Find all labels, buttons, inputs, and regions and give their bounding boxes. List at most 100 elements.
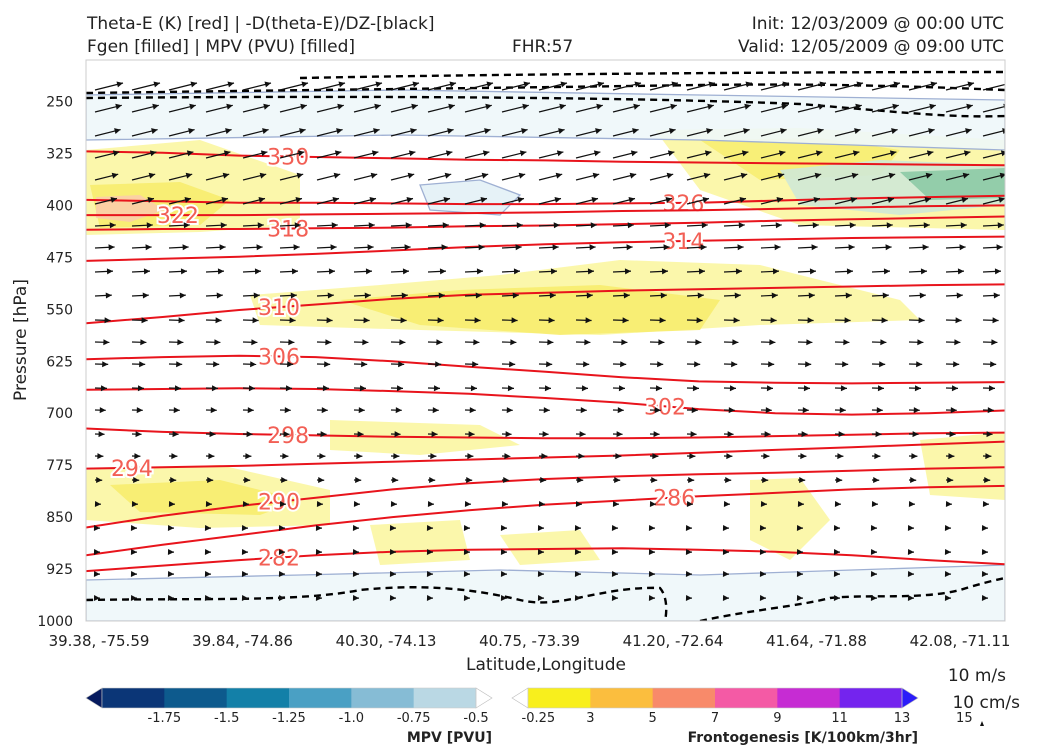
wind-vector-head — [738, 222, 745, 229]
y-tick-label: 925 — [46, 562, 73, 578]
wind-vector-head — [463, 525, 470, 531]
wind-vector-head — [98, 431, 105, 438]
wind-vector-head — [543, 407, 550, 414]
wind-vector-head — [363, 317, 370, 324]
wind-vector-head — [732, 339, 739, 346]
wind-vector-head — [133, 477, 140, 483]
wind-vector-head — [466, 477, 473, 483]
theta-e-label-330: 330 — [267, 145, 309, 170]
wind-vector-head — [213, 361, 220, 368]
wind-vector-head — [332, 197, 339, 203]
wind-vector-head — [999, 172, 1005, 179]
wind-vector-head — [137, 385, 144, 392]
wind-vector-head — [426, 571, 433, 577]
wind-vector-head — [666, 172, 674, 179]
wind-vector-head — [591, 197, 598, 203]
forecast-hour: FHR:57 — [512, 37, 574, 57]
theta-e-line-298 — [86, 427, 1005, 440]
wind-vector-head — [316, 501, 323, 507]
wind-vector-head — [796, 595, 803, 601]
wind-vector-head — [759, 525, 766, 531]
wind-vector-head — [513, 268, 520, 275]
wind-vector-head — [359, 385, 366, 392]
wind-vector-head — [338, 81, 345, 88]
wind-vector-head — [110, 197, 117, 203]
wind-vector-head — [219, 244, 226, 251]
wind-vector-head — [93, 571, 100, 577]
theta-e-line-314 — [86, 235, 1005, 262]
wind-vector-head — [739, 197, 746, 203]
wind-vector-head — [262, 128, 269, 134]
wind-vector-head — [891, 128, 898, 134]
wind-vector-head — [321, 407, 328, 414]
wind-vector-head — [648, 549, 655, 555]
wind-vector-head — [550, 268, 557, 275]
wind-vector-head — [389, 525, 396, 531]
theta-e-line-330 — [86, 150, 1005, 167]
wind-vector-head — [574, 525, 581, 531]
wind-vector-head — [944, 571, 951, 577]
wind-vector-head — [871, 501, 878, 507]
wind-vector-head — [289, 317, 296, 324]
wind-vector-head — [843, 339, 850, 346]
wind-vector-head — [737, 244, 744, 251]
wind-vector-head — [950, 407, 957, 414]
wind-vector-head — [506, 407, 513, 414]
y-tick-label: 775 — [46, 458, 73, 474]
wind-vector-head — [186, 150, 194, 157]
wind-vector-head — [957, 268, 964, 275]
wind-vector-head — [722, 549, 729, 555]
wind-vector-head — [537, 571, 544, 577]
wind-vector-head — [337, 103, 344, 110]
wind-vector-head — [842, 361, 849, 368]
wind-vector-head — [993, 292, 1000, 299]
wind-vector-head — [544, 385, 551, 392]
wind-vector-head — [541, 453, 548, 460]
wind-vector-head — [254, 268, 261, 275]
wind-vector-head — [398, 361, 405, 368]
contour-fill-18 — [419, 179, 522, 216]
wind-vector-head — [447, 128, 454, 134]
wind-vector-head — [149, 150, 157, 157]
wind-vector-head — [356, 453, 363, 460]
theta-e-lines: 330 326 322 318 314 310 306 302 298 294 290 286 282 — [86, 143, 1005, 574]
wind-vector-head — [395, 407, 402, 414]
wind-vector-head — [143, 268, 150, 275]
wind-vector-head — [399, 339, 406, 346]
wind-vector-head — [299, 128, 306, 134]
y-tick-label: 475 — [46, 250, 73, 266]
wind-vector-head — [352, 595, 359, 601]
wind-vector-head — [962, 172, 970, 179]
wind-vector-head — [209, 431, 216, 438]
wind-vector-head — [701, 222, 708, 229]
wind-vector-head — [1000, 150, 1005, 157]
wind-vector-head — [319, 453, 326, 460]
wind-vector-head — [669, 128, 676, 134]
wind-vector-head — [722, 571, 729, 577]
wind-vector-head — [769, 339, 776, 346]
colorbar-segment — [226, 688, 290, 708]
wind-vector-head — [467, 453, 474, 460]
wind-vector-head — [331, 222, 338, 229]
theta-e-label-290: 290 — [258, 491, 300, 516]
wind-vector-head — [590, 222, 597, 229]
wind-vector-head — [844, 317, 851, 324]
wind-vector-head — [394, 431, 401, 438]
wind-vector-head — [518, 172, 526, 179]
wind-vector-head — [432, 407, 439, 414]
colorbar-segment — [715, 688, 778, 708]
wind-vector-head — [431, 431, 438, 438]
wind-vector-head — [911, 453, 918, 460]
wind-vector-head — [723, 501, 730, 507]
wind-vector-head — [815, 150, 823, 157]
wind-vector-head — [944, 525, 951, 531]
wind-vector-head — [136, 407, 143, 414]
wind-vector-head — [474, 317, 481, 324]
wind-vector-head — [523, 81, 530, 88]
wind-vector-head — [914, 385, 921, 392]
wind-vector-head — [1002, 128, 1005, 134]
wind-vector-head — [659, 317, 666, 324]
wind-vector-head — [368, 222, 375, 229]
wind-vector-head — [698, 268, 705, 275]
wind-vector-head — [818, 103, 825, 110]
